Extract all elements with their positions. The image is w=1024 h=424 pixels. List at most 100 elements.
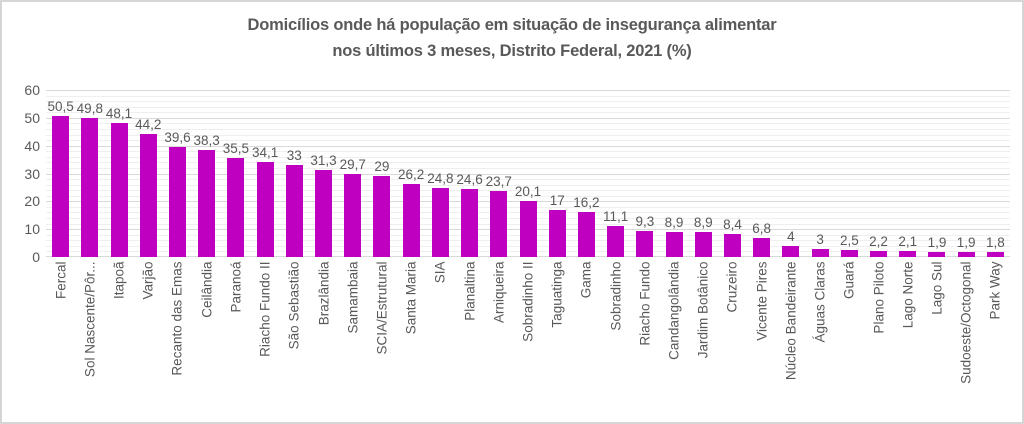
bar: [52, 116, 70, 257]
x-tick-label: SIA: [432, 261, 448, 284]
major-gridline: [46, 90, 1010, 91]
value-label: 39,6: [164, 129, 191, 145]
value-label: 48,1: [105, 106, 133, 122]
bar: [315, 169, 332, 257]
minor-gridline: [46, 151, 1010, 153]
bar: [928, 251, 946, 257]
minor-gridline: [46, 156, 1010, 158]
value-label: 4: [787, 228, 795, 244]
value-label: 31,3: [310, 152, 337, 168]
x-tick-label: SCIA/Estrutural: [374, 261, 390, 355]
minor-gridline: [46, 101, 1010, 103]
y-tick-label: 50: [24, 109, 40, 126]
bar: [81, 118, 99, 257]
x-tick-label: Vicente Pires: [754, 261, 770, 341]
value-label: 2,5: [839, 233, 859, 249]
x-tick-label: Sobradinho: [608, 261, 624, 331]
x-tick-label: Ceilândia: [199, 261, 215, 318]
value-label: 33: [286, 148, 302, 164]
value-label: 6,8: [752, 221, 772, 237]
x-tick-label: Sobradinho II: [520, 261, 536, 342]
x-tick-label: Sudoeste/Octogonal: [958, 261, 974, 384]
x-axis: Fercal Sol Nascente/Pôr... Itapoã Varjão Rec…: [46, 261, 1010, 422]
value-label: 34,1: [251, 145, 279, 161]
plot-area: 50,5 49,8 48,1 44,2 39,6 38,3 35,5 34,1 33 31,3 29…: [46, 90, 1010, 257]
bar: [285, 165, 303, 257]
value-label: 35,5: [222, 141, 250, 157]
x-tick-label: Itapoã: [111, 261, 127, 300]
x-tick-label: Park Way: [987, 261, 1003, 320]
bar: [548, 209, 566, 257]
value-label: 8,4: [723, 216, 742, 232]
bar: [168, 146, 186, 257]
value-label: 24,8: [427, 170, 454, 186]
minor-gridline: [46, 167, 1010, 169]
bar: [811, 248, 829, 257]
x-tick-label: Gama: [578, 261, 594, 299]
minor-gridline: [46, 140, 1010, 142]
bar: [373, 176, 391, 257]
value-label: 1,8: [986, 234, 1005, 250]
minor-gridline: [46, 112, 1010, 114]
bar: [840, 250, 858, 257]
bar: [986, 251, 1004, 257]
x-tick-label: Candangolândia: [666, 261, 682, 360]
y-tick-label: 0: [32, 249, 40, 265]
x-tick-label: Recanto das Emas: [169, 261, 185, 376]
minor-gridline: [46, 190, 1010, 192]
value-label: 8,9: [664, 215, 684, 231]
value-label: 38,3: [193, 133, 220, 149]
value-label: 9,3: [635, 214, 655, 230]
bar: [139, 133, 157, 257]
y-tick-label: 60: [24, 82, 40, 98]
chart-title: Domicílios onde há população em situação…: [247, 16, 777, 34]
value-label: 29: [374, 159, 390, 175]
x-tick-label: Riacho Fundo II: [257, 261, 273, 357]
bar: [870, 250, 888, 257]
minor-gridline: [46, 128, 1010, 130]
bar: [256, 162, 274, 257]
value-label: 50,5: [47, 99, 74, 115]
bar: [110, 123, 128, 257]
y-tick-label: 30: [24, 165, 40, 182]
x-tick-label: Águas Claras: [812, 261, 828, 343]
bar: [636, 231, 654, 257]
bar: [694, 232, 712, 257]
x-tick-label: Jardim Botânico: [695, 261, 711, 359]
minor-gridline: [46, 184, 1010, 186]
bar: [519, 201, 537, 257]
bar: [577, 211, 595, 257]
value-label: 49,8: [76, 101, 103, 117]
bar: [957, 251, 975, 257]
x-tick-label: Plano Piloto: [871, 261, 887, 334]
bar: [344, 174, 362, 257]
value-label: 2,2: [869, 233, 888, 249]
value-label: 1,9: [927, 234, 947, 250]
major-gridline: [46, 145, 1010, 147]
x-tick-label: Sol Nascente/Pôr...: [82, 261, 98, 378]
bar: [461, 188, 479, 257]
x-tick-label: Arniqueira: [491, 261, 507, 324]
value-label: 20,1: [514, 184, 542, 200]
x-tick-label: Varjão: [140, 261, 156, 300]
minor-gridline: [46, 162, 1010, 164]
x-tick-label: Cruzeiro: [724, 261, 740, 313]
bar: [607, 226, 625, 257]
value-label: 11,1: [602, 209, 629, 225]
bar: [402, 184, 420, 257]
value-label: 17: [549, 192, 565, 208]
value-label: 2,1: [898, 234, 918, 250]
major-gridline: [46, 173, 1010, 175]
bar: [431, 187, 449, 257]
y-tick-label: 20: [24, 193, 40, 210]
x-tick-label: Lago Norte: [900, 261, 916, 329]
x-tick-label: Guará: [841, 261, 857, 300]
value-label: 23,7: [485, 174, 512, 190]
x-tick-label: Planaltina: [462, 261, 478, 321]
x-tick-label: Samambaia: [345, 261, 361, 334]
minor-gridline: [46, 195, 1010, 197]
minor-gridline: [46, 106, 1010, 108]
bar: [753, 238, 771, 257]
value-label: 3: [816, 231, 824, 247]
